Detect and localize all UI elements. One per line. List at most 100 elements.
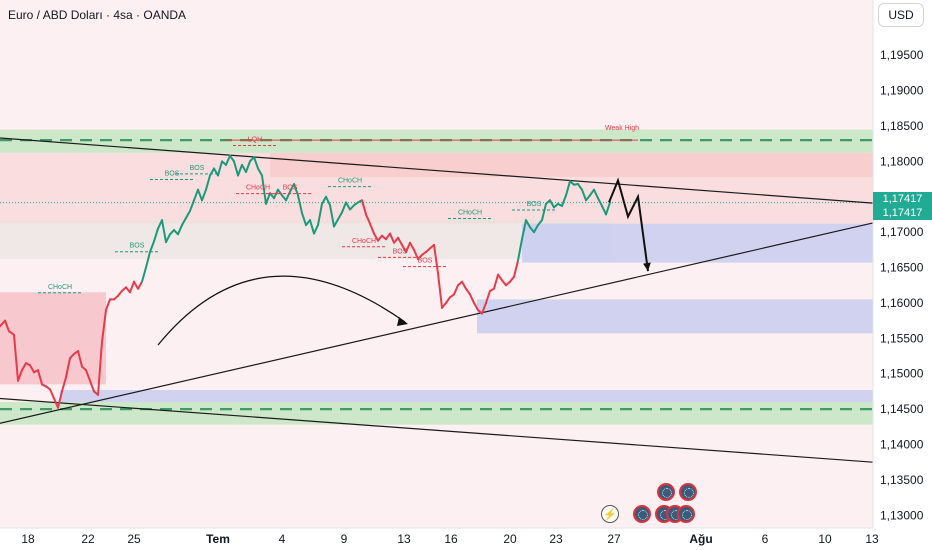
price-segment — [445, 296, 451, 304]
price-segment — [265, 192, 271, 205]
price-segment — [233, 160, 239, 177]
trendline — [0, 137, 874, 204]
price-segment — [293, 183, 299, 197]
price-segment — [333, 218, 339, 228]
price-segment — [541, 202, 547, 222]
price-segment — [53, 397, 59, 409]
price-segment — [561, 194, 567, 207]
y-tick-label: 1,14000 — [880, 437, 924, 451]
price-segment — [461, 280, 467, 290]
price-segment — [29, 364, 35, 374]
x-tick-label: 13 — [865, 532, 879, 546]
price-segment — [409, 241, 415, 251]
currency-selector[interactable]: USD — [878, 3, 924, 27]
x-tick-label: Ağu — [689, 532, 712, 546]
price-segment — [165, 233, 171, 244]
price-segment — [277, 188, 283, 197]
price-segment — [301, 212, 307, 227]
price-segment — [509, 275, 515, 283]
price-segment — [453, 284, 459, 296]
x-tick-label: Tem — [206, 532, 230, 546]
price-segment — [37, 369, 43, 386]
price-segment — [117, 289, 123, 297]
price-segment — [321, 195, 327, 205]
price-segment — [373, 232, 379, 242]
price-segment — [309, 219, 315, 235]
arc-arrowhead — [397, 317, 408, 326]
price-segment — [565, 180, 571, 197]
price-segment — [217, 160, 223, 177]
y-tick-label: 1,19500 — [880, 48, 924, 62]
structure-label: CHoCH — [352, 238, 376, 245]
price-segment — [413, 248, 419, 261]
price-segment — [237, 163, 243, 177]
structure-label: BOS — [527, 201, 542, 208]
trendline — [0, 222, 874, 424]
price-segment — [369, 222, 375, 235]
y-tick-label: 1,14500 — [880, 402, 924, 416]
price-segment — [197, 188, 203, 202]
price-segment — [229, 154, 235, 163]
price-segment — [549, 199, 555, 209]
arc-arrow — [157, 275, 406, 346]
price-segment — [129, 280, 135, 294]
y-tick-label: 1,13000 — [880, 508, 924, 522]
x-tick-label: 10 — [818, 532, 832, 546]
price-segment — [4, 319, 10, 333]
price-segment — [241, 163, 247, 173]
price-segment — [437, 272, 443, 309]
price-segment — [481, 301, 487, 315]
projection-path — [608, 177, 649, 272]
zone-key_level — [0, 402, 873, 425]
economic-event-icon[interactable] — [633, 505, 651, 523]
price-segment — [193, 188, 199, 202]
price-segment — [105, 298, 111, 312]
y-tick-label: 1,15000 — [880, 367, 924, 381]
price-segment — [85, 369, 91, 382]
price-segment — [205, 174, 211, 191]
price-segment — [137, 280, 143, 290]
price-segment — [17, 369, 23, 382]
price-segment — [577, 183, 583, 191]
price-segment — [469, 293, 475, 304]
economic-event-icon[interactable] — [657, 483, 675, 501]
price-segment — [473, 301, 479, 312]
x-tick-label: 20 — [503, 532, 517, 546]
y-tick-label: 1,16500 — [880, 261, 924, 275]
price-segment — [61, 376, 67, 393]
y-tick-label: 1,16000 — [880, 296, 924, 310]
price-segment — [585, 194, 591, 202]
price-segment — [245, 160, 251, 173]
price-segment — [65, 357, 71, 379]
price-segment — [493, 273, 499, 290]
economic-event-icon[interactable] — [677, 505, 695, 523]
price-segment — [57, 390, 63, 409]
last-price-tag: 1,17417 — [873, 206, 932, 220]
economic-event-icon[interactable] — [679, 483, 697, 501]
price-segment — [145, 250, 151, 269]
price-segment — [397, 236, 403, 246]
price-segment — [181, 216, 187, 227]
x-tick-label: 4 — [279, 532, 286, 546]
price-segment — [21, 362, 27, 372]
weak-high-label: Weak High — [605, 125, 639, 132]
price-segment — [525, 219, 531, 229]
x-tick-label: 16 — [444, 532, 458, 546]
price-segment — [49, 388, 55, 400]
price-segment — [485, 289, 491, 304]
price-segment — [341, 201, 347, 214]
chart-title: Euro / ABD Doları · 4sa · OANDA — [8, 8, 187, 22]
lightning-icon[interactable]: ⚡ — [601, 505, 619, 523]
structure-label: CHoCH — [48, 284, 72, 291]
price-segment — [329, 204, 335, 228]
price-segment — [313, 224, 319, 235]
price-segment — [537, 219, 543, 227]
price-segment — [13, 333, 19, 382]
price-segment — [133, 280, 139, 290]
price-segment — [297, 194, 303, 215]
price-segment — [365, 213, 371, 225]
price-segment — [361, 199, 367, 216]
price-segment — [289, 183, 295, 193]
price-segment — [593, 188, 599, 200]
